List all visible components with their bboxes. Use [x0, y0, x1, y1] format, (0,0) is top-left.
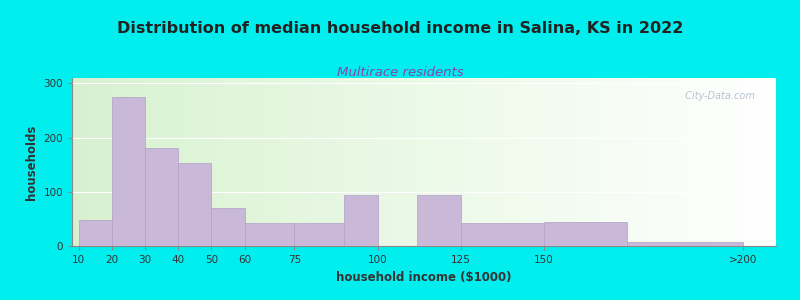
Bar [178, 163, 211, 246]
Bar [145, 148, 178, 246]
X-axis label: household income ($1000): household income ($1000) [336, 271, 512, 284]
Text: City-Data.com: City-Data.com [679, 92, 755, 101]
Bar [543, 222, 626, 246]
Bar [294, 223, 344, 246]
Bar [211, 208, 245, 246]
Bar [344, 194, 378, 246]
Text: Distribution of median household income in Salina, KS in 2022: Distribution of median household income … [117, 21, 683, 36]
Y-axis label: households: households [25, 124, 38, 200]
Bar [78, 220, 112, 246]
Bar [418, 194, 461, 246]
Bar [112, 97, 145, 246]
Bar [245, 223, 294, 246]
Bar [626, 242, 742, 246]
Bar [461, 223, 543, 246]
Text: Multirace residents: Multirace residents [337, 66, 463, 79]
